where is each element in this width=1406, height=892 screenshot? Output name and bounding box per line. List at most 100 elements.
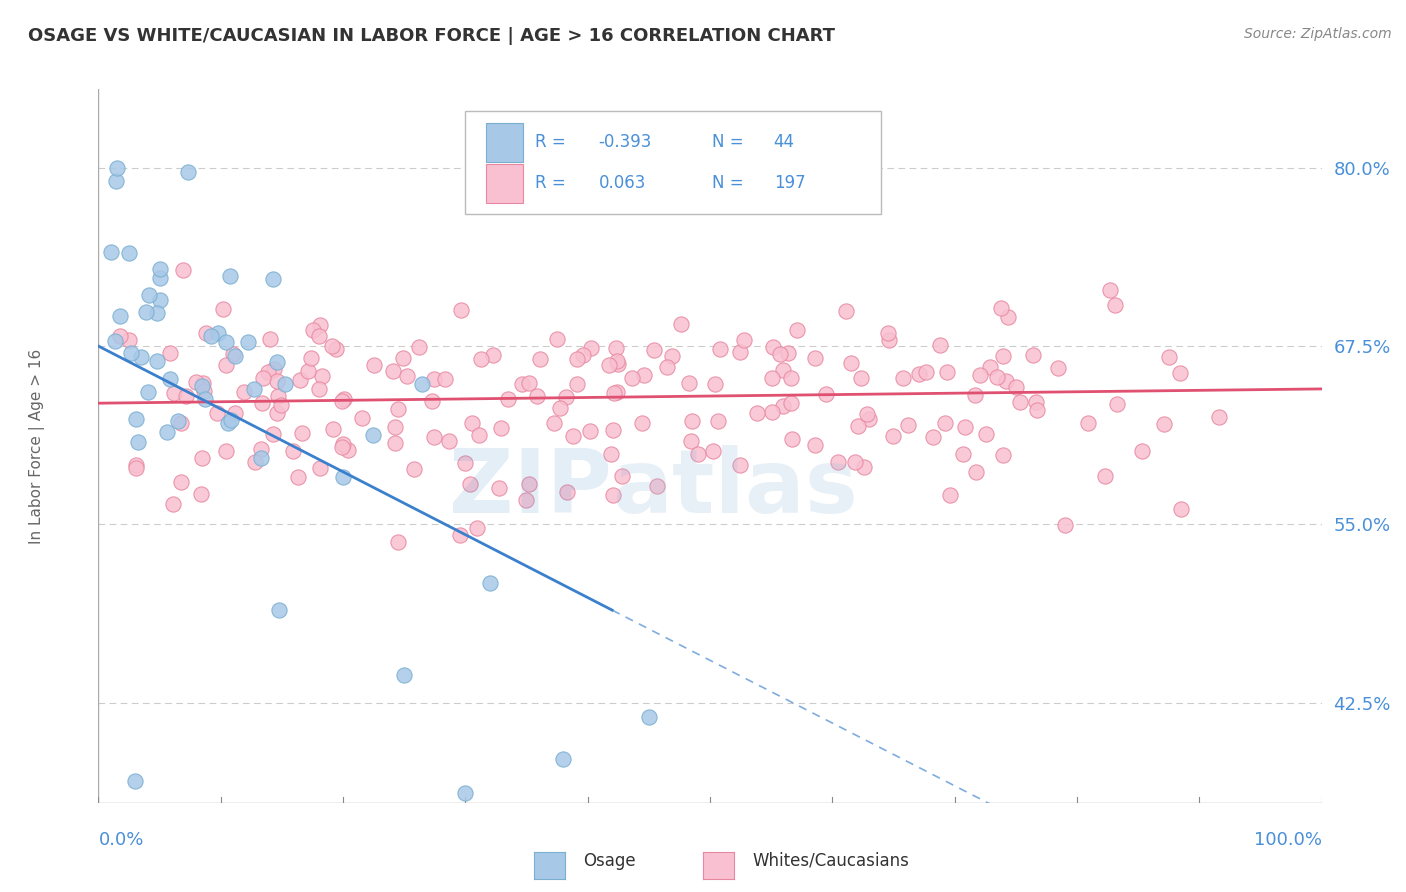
- Point: [882, 428, 904, 442]
- Point: [287, 470, 309, 484]
- Point: [1157, 350, 1180, 364]
- Point: [217, 416, 239, 430]
- Point: [776, 346, 799, 360]
- Point: [565, 351, 588, 366]
- Point: [266, 375, 288, 389]
- Point: [332, 437, 354, 451]
- Point: [772, 362, 794, 376]
- Point: [728, 458, 751, 472]
- Point: [786, 323, 808, 337]
- Point: [630, 416, 652, 430]
- Point: [221, 412, 243, 426]
- Point: [733, 333, 755, 347]
- Point: [703, 377, 725, 392]
- Point: [224, 406, 246, 420]
- Point: [159, 372, 181, 386]
- Point: [402, 461, 425, 475]
- Point: [647, 479, 669, 493]
- Point: [267, 603, 290, 617]
- Point: [1022, 348, 1045, 362]
- Point: [222, 346, 245, 360]
- Point: [195, 326, 218, 341]
- Point: [470, 351, 492, 366]
- Point: [138, 288, 160, 302]
- Point: [330, 394, 353, 409]
- Point: [149, 293, 172, 307]
- Text: atlas: atlas: [612, 445, 858, 533]
- Point: [288, 374, 311, 388]
- Point: [194, 392, 217, 406]
- Point: [274, 377, 297, 392]
- Point: [337, 442, 360, 457]
- Point: [1004, 380, 1026, 394]
- Point: [308, 328, 330, 343]
- Text: N =: N =: [713, 175, 749, 193]
- Point: [104, 174, 127, 188]
- Point: [215, 444, 238, 458]
- Text: -0.393: -0.393: [599, 133, 652, 151]
- Point: [681, 414, 703, 428]
- Point: [661, 349, 683, 363]
- Point: [387, 401, 409, 416]
- Point: [215, 334, 238, 349]
- Text: 100.0%: 100.0%: [1254, 831, 1322, 849]
- Point: [352, 411, 374, 425]
- Point: [149, 262, 172, 277]
- Point: [606, 354, 628, 368]
- Point: [554, 390, 576, 404]
- Point: [259, 332, 281, 346]
- Point: [311, 368, 333, 383]
- Point: [458, 476, 481, 491]
- Text: 197: 197: [773, 175, 806, 193]
- Point: [1047, 361, 1070, 376]
- Point: [104, 334, 127, 348]
- Point: [146, 306, 169, 320]
- Point: [686, 447, 709, 461]
- Point: [679, 434, 702, 448]
- Point: [546, 332, 568, 346]
- Point: [170, 416, 193, 430]
- Point: [382, 364, 405, 378]
- Point: [125, 412, 148, 426]
- Point: [1010, 395, 1032, 409]
- Point: [190, 486, 212, 500]
- Point: [233, 384, 256, 399]
- Point: [423, 429, 446, 443]
- Text: N =: N =: [713, 133, 749, 151]
- Point: [567, 376, 589, 391]
- Point: [907, 368, 929, 382]
- Point: [449, 528, 471, 542]
- Point: [105, 161, 128, 175]
- Point: [678, 376, 700, 390]
- Point: [969, 368, 991, 382]
- Point: [172, 263, 194, 277]
- Point: [252, 371, 274, 385]
- Point: [610, 469, 633, 483]
- Point: [262, 427, 284, 442]
- Point: [148, 271, 170, 285]
- Point: [769, 347, 792, 361]
- Point: [515, 493, 537, 508]
- Point: [603, 386, 626, 401]
- Point: [897, 418, 920, 433]
- Point: [236, 334, 259, 349]
- Point: [621, 371, 644, 385]
- Point: [1153, 417, 1175, 432]
- Point: [125, 458, 148, 473]
- Point: [100, 245, 122, 260]
- Point: [118, 246, 141, 260]
- Bar: [486, 164, 523, 203]
- Point: [136, 384, 159, 399]
- FancyBboxPatch shape: [465, 111, 882, 214]
- Point: [986, 370, 1008, 384]
- Point: [572, 349, 595, 363]
- Point: [761, 371, 783, 385]
- Text: ZIP: ZIP: [450, 445, 612, 533]
- Point: [468, 428, 491, 442]
- Point: [1107, 397, 1129, 411]
- Point: [853, 460, 876, 475]
- Point: [299, 351, 322, 365]
- Point: [450, 303, 472, 318]
- Point: [553, 752, 575, 766]
- Point: [176, 164, 198, 178]
